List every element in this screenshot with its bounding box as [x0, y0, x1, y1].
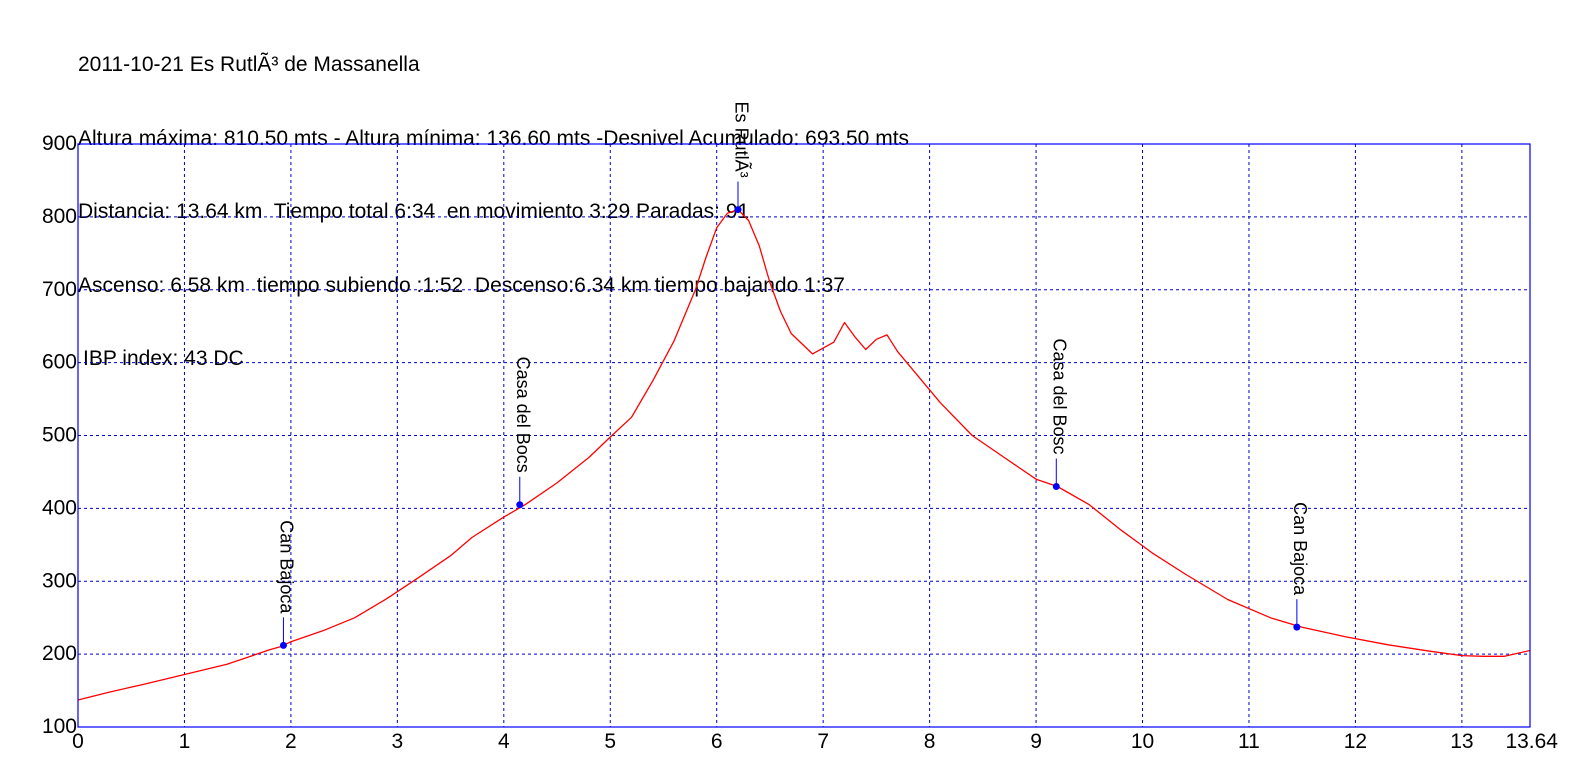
y-tick-label: 500 [42, 424, 77, 447]
waypoint: Casa del Bosc [1050, 338, 1070, 491]
x-tick-label: 11 [1238, 730, 1260, 753]
waypoint-marker [516, 501, 524, 509]
x-tick-label: 6 [711, 730, 723, 753]
waypoints: Can Bajoca Casa del Bocs Es RutlÃ³ Casa del… [277, 102, 1310, 649]
waypoint: Can Bajoca [1290, 502, 1310, 631]
waypoint-label: Casa del Bosc [1050, 338, 1070, 454]
waypoint: Casa del Bocs [513, 357, 533, 509]
x-tick-label: 12 [1344, 730, 1367, 753]
waypoint-marker [279, 641, 287, 649]
waypoint-marker [1293, 623, 1301, 631]
waypoint: Es RutlÃ³ [731, 102, 752, 214]
x-tick-label: 5 [604, 730, 616, 753]
x-tick-label: 13 [1450, 730, 1473, 753]
y-tick-label: 700 [42, 278, 77, 301]
y-tick-label: 100 [42, 715, 77, 738]
waypoint-label: Can Bajoca [277, 520, 297, 614]
x-tick-label: 9 [1030, 730, 1042, 753]
waypoint-marker [1052, 483, 1060, 491]
x-tick-label: 13.64 [1505, 730, 1558, 753]
waypoint-label: Casa del Bocs [513, 357, 533, 473]
y-tick-label: 400 [42, 496, 77, 519]
axis-tick-labels: 0 1 2 3 4 5 6 7 8 9 10 11 12 13 13.6410020030040050060… [42, 132, 1558, 753]
y-tick-label: 900 [42, 132, 77, 155]
x-tick-label: 2 [285, 730, 297, 753]
x-tick-label: 10 [1131, 730, 1154, 753]
info-line-ascenso: Ascenso: 6.58 km tiempo subiendo :1:52 D… [78, 273, 845, 297]
elevation-line [77, 208, 1531, 701]
profile-series [77, 208, 1531, 701]
waypoint-label: Can Bajoca [1290, 502, 1310, 596]
x-tick-label: 4 [498, 730, 510, 753]
waypoint-marker [734, 206, 742, 214]
plot-frame [77, 143, 1531, 728]
chart-title: 2011-10-21 Es RutlÃ³ de Massanella [78, 53, 420, 76]
y-tick-label: 800 [42, 205, 77, 228]
x-tick-label: 0 [72, 730, 84, 753]
x-tick-label: 3 [392, 730, 404, 753]
info-line-ibp: IBP index: 43 DC [83, 347, 244, 370]
y-tick-label: 200 [42, 642, 77, 665]
waypoint: Can Bajoca [277, 520, 297, 649]
y-tick-label: 300 [42, 569, 77, 592]
x-tick-label: 8 [924, 730, 936, 753]
x-tick-label: 7 [817, 730, 829, 753]
x-tick-label: 1 [179, 730, 191, 753]
grid-lines [78, 144, 1530, 727]
waypoint-label: Es RutlÃ³ [731, 102, 752, 178]
y-tick-label: 600 [42, 351, 77, 374]
